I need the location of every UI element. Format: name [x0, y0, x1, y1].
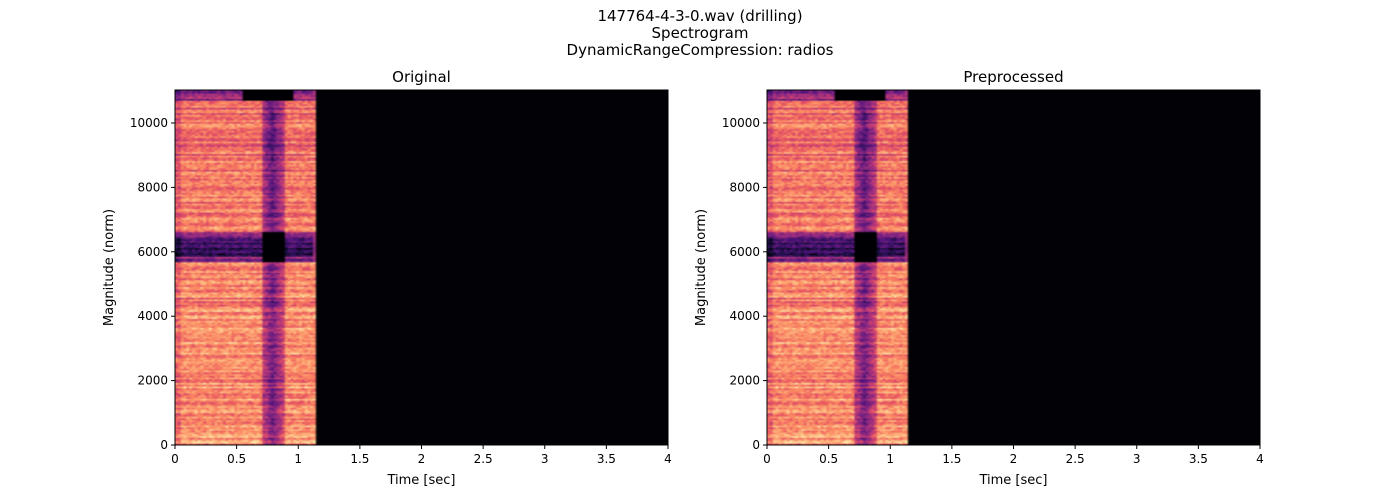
x-tick-label: 4: [1256, 452, 1264, 466]
figure-title-line-2: Spectrogram: [651, 24, 749, 42]
x-tick-label: 2: [1010, 452, 1018, 466]
figure-title-line-3: DynamicRangeCompression: radios: [566, 41, 834, 59]
panel-original: Original 0 0.5 1 1.5 2 2.5 3 3.5 4 0 2000 4000 6000 80…: [102, 68, 672, 488]
x-tick-label: 3: [1133, 452, 1141, 466]
y-axis-label: Magnitude (norm): [102, 209, 117, 326]
y-tick-label: 0: [160, 438, 168, 452]
spectrogram-image: [767, 90, 1260, 445]
panel-title: Original: [392, 68, 451, 86]
x-tick-label: 2.5: [474, 452, 493, 466]
y-tick-label: 4000: [729, 309, 760, 323]
y-axis-label: Magnitude (norm): [694, 209, 709, 326]
x-tick-label: 0.5: [819, 452, 838, 466]
x-tick-label: 0: [171, 452, 179, 466]
y-tick-label: 2000: [729, 374, 760, 388]
x-tick-label: 2.5: [1066, 452, 1085, 466]
y-tick-label: 10000: [130, 116, 168, 130]
x-tick-label: 0.5: [227, 452, 246, 466]
x-tick-label: 3.5: [597, 452, 616, 466]
x-axis-label: Time [sec]: [386, 473, 455, 488]
x-tick-label: 1.5: [942, 452, 961, 466]
y-tick-label: 6000: [729, 245, 760, 259]
y-tick-label: 6000: [137, 245, 168, 259]
spectrogram-image: [175, 90, 668, 445]
x-tick-label: 1: [886, 452, 894, 466]
panel-preprocessed: Preprocessed 0 0.5 1 1.5 2 2.5 3 3.5 4 0 2000 4000 60…: [694, 68, 1264, 488]
panel-title: Preprocessed: [963, 68, 1063, 86]
y-tick-label: 2000: [137, 374, 168, 388]
y-tick-label: 4000: [137, 309, 168, 323]
x-tick-label: 1: [294, 452, 302, 466]
y-tick-label: 8000: [729, 180, 760, 194]
y-tick-label: 8000: [137, 180, 168, 194]
x-tick-label: 3: [541, 452, 549, 466]
x-tick-label: 1.5: [350, 452, 369, 466]
x-tick-label: 3.5: [1189, 452, 1208, 466]
y-tick-label: 0: [752, 438, 760, 452]
x-axis-label: Time [sec]: [978, 473, 1047, 488]
y-tick-label: 10000: [722, 116, 760, 130]
x-tick-label: 0: [763, 452, 771, 466]
x-tick-label: 4: [664, 452, 672, 466]
x-tick-label: 2: [418, 452, 426, 466]
figure-title-line-1: 147764-4-3-0.wav (drilling): [597, 7, 803, 25]
